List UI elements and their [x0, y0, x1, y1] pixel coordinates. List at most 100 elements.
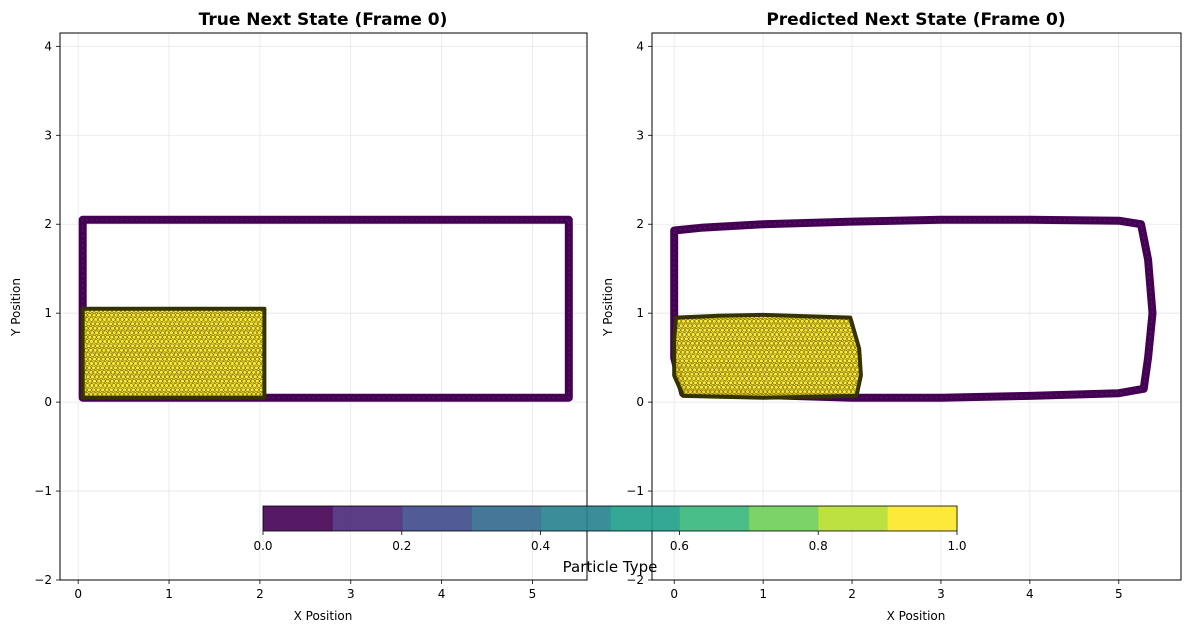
predicted-state-fluid-particles-particle	[727, 367, 732, 372]
predicted-state-fluid-particles-particle	[727, 345, 732, 350]
true-state-fluid-particles-particle	[222, 330, 227, 335]
true-state-fluid-particles-particle	[234, 317, 239, 322]
true-state-fluid-particles-particle	[190, 317, 195, 322]
predicted-state-fluid-particles-particle	[728, 358, 733, 364]
predicted-state-fluid-particles-particle	[818, 354, 824, 359]
true-state-fluid-particles-particle	[141, 326, 146, 331]
true-state-fluid-particles-particle	[219, 365, 224, 371]
true-state-fluid-particles-particle	[142, 339, 147, 344]
true-state-fluid-particles-particle	[161, 365, 167, 371]
predicted-state-fluid-particles-particle	[686, 354, 692, 359]
predicted-state-fluid-particles-particle	[750, 327, 756, 333]
predicted-state-fluid-particles-particle	[830, 393, 835, 398]
true-state-fluid-particles-particle	[219, 387, 224, 393]
true-state-fluid-particles-particle	[239, 308, 244, 313]
true-state-fluid-particles-particle	[106, 317, 112, 322]
predicted-state-fluid-particles-particle	[802, 323, 807, 328]
predicted-state-fluid-particles-particle	[802, 389, 807, 394]
true-state-fluid-particles-particle	[140, 356, 146, 362]
true-state-fluid-particles-particle	[170, 365, 176, 371]
predicted-state-fluid-particles-particle	[698, 393, 703, 398]
true-state-fluid-particles-particle	[191, 352, 196, 357]
predicted-state-fluid-particles-particle	[803, 358, 808, 364]
predicted-state-fluid-particles-particle	[784, 367, 790, 372]
true-state-fluid-particles-particle	[120, 308, 126, 313]
predicted-state-fluid-particles-particle	[765, 341, 770, 346]
predicted-state-fluid-particles-particle	[718, 345, 724, 350]
predicted-state-fluid-particles-particle	[834, 380, 839, 386]
predicted-state-fluid-particles-particle	[679, 358, 685, 364]
predicted-state-fluid-particles-particle	[789, 367, 794, 372]
predicted-state-fluid-particles-particle	[742, 327, 747, 333]
predicted-state-fluid-particles-particle	[741, 358, 746, 364]
predicted-state-fluid-particles-particle	[680, 380, 685, 386]
true-state-fluid-particles-particle	[248, 308, 253, 313]
predicted-state-fluid-particles-particle	[800, 341, 805, 346]
predicted-state-fluid-particles-particle	[828, 345, 834, 350]
predicted-state-fluid-particles-particle	[701, 367, 706, 372]
true-state-fluid-particles-particle	[170, 387, 176, 393]
true-state-fluid-particles-particle	[252, 308, 258, 313]
true-state-fluid-particles-particle	[133, 361, 138, 366]
predicted-state-grid	[652, 33, 1181, 581]
true-state-fluid-particles-particle	[129, 374, 135, 379]
predicted-state-fluid-particles-particle	[844, 385, 849, 390]
true-state-fluid-particles-particle	[118, 334, 123, 340]
predicted-state-fluid-particles-particle	[677, 332, 683, 337]
predicted-state-fluid-particles-particle	[694, 319, 699, 324]
predicted-state-fluid-particles-particle	[812, 371, 818, 377]
true-state-fluid-particles-particle	[224, 348, 230, 353]
predicted-state-fluid-particles-particle	[806, 376, 811, 381]
predicted-state-fluid-particles-particle	[817, 341, 823, 346]
predicted-state-fluid-particles-particle	[817, 371, 822, 377]
true-state-fluid-particles-particle	[124, 361, 130, 366]
true-state-fluid-particles-particle	[201, 387, 207, 393]
true-state-fluid-particles-particle	[250, 356, 256, 362]
true-state-fluid-particles-particle	[164, 339, 169, 344]
true-state-fluid-particles-particle	[92, 356, 97, 362]
predicted-state-fluid-particles-particle	[735, 376, 741, 381]
predicted-state-fluid-particles-particle	[707, 341, 713, 346]
true-state-fluid-particles-particle	[212, 361, 218, 366]
true-state-fluid-particles-particle	[143, 343, 149, 349]
predicted-state-fluid-particles-particle	[831, 332, 837, 337]
predicted-state-fluid-particles-particle	[857, 363, 861, 368]
true-state-fluid-particles-particle	[222, 321, 228, 327]
predicted-state-fluid-particles-particle	[841, 323, 847, 328]
true-state-fluid-particles-particle	[175, 312, 180, 318]
predicted-state-fluid-particles-particle	[820, 336, 825, 342]
true-state-fluid-particles-particle	[93, 317, 98, 322]
true-state-fluid-particles-particle	[130, 321, 135, 327]
predicted-state-fluid-particles-particle	[696, 389, 702, 394]
true-state-fluid-particles-particle	[140, 378, 146, 384]
predicted-state-fluid-particles-particle	[851, 336, 856, 342]
predicted-state-fluid-particles-particle	[817, 349, 822, 355]
true-state-fluid-particles-particle	[162, 356, 168, 362]
true-state-fluid-particles-particle	[227, 343, 232, 349]
predicted-state-fluid-particles-particle	[835, 363, 840, 368]
predicted-state-fluid-particles-particle	[823, 376, 829, 381]
predicted-state-fluid-particles-particle	[767, 336, 773, 342]
predicted-state-fluid-particles-particle	[729, 363, 735, 368]
true-state-fluid-particles-particle	[134, 330, 139, 335]
predicted-state-fluid-particles-particle	[823, 354, 828, 359]
true-state-fluid-particles-particle	[173, 374, 179, 379]
predicted-state-fluid-particles-particle	[837, 323, 842, 328]
true-state-fluid-particles-particle	[261, 352, 265, 357]
true-state-x-tick-label: 2	[256, 587, 264, 601]
predicted-state-fluid-particles-particle	[699, 363, 704, 368]
colorbar-label: Particle Type	[563, 558, 658, 576]
predicted-state-fluid-particles-particle	[839, 363, 845, 368]
true-state-fluid-particles-particle	[151, 374, 157, 379]
predicted-state-fluid-particles-particle	[702, 349, 708, 355]
true-state-fluid-particles-particle	[93, 361, 99, 366]
true-state-fluid-particles-particle	[101, 392, 107, 397]
true-state-fluid-particles-particle	[121, 374, 126, 379]
predicted-state-fluid-particles-particle	[828, 367, 834, 372]
true-state-fluid-particles-particle	[106, 361, 112, 366]
true-state-fluid-particles-particle	[164, 308, 170, 313]
predicted-state-fluid-particles-particle	[699, 385, 704, 390]
predicted-state-fluid-particles-particle	[749, 323, 754, 328]
true-state-fluid-particles-particle	[217, 383, 222, 388]
true-state-fluid-particles-particle	[84, 339, 90, 344]
